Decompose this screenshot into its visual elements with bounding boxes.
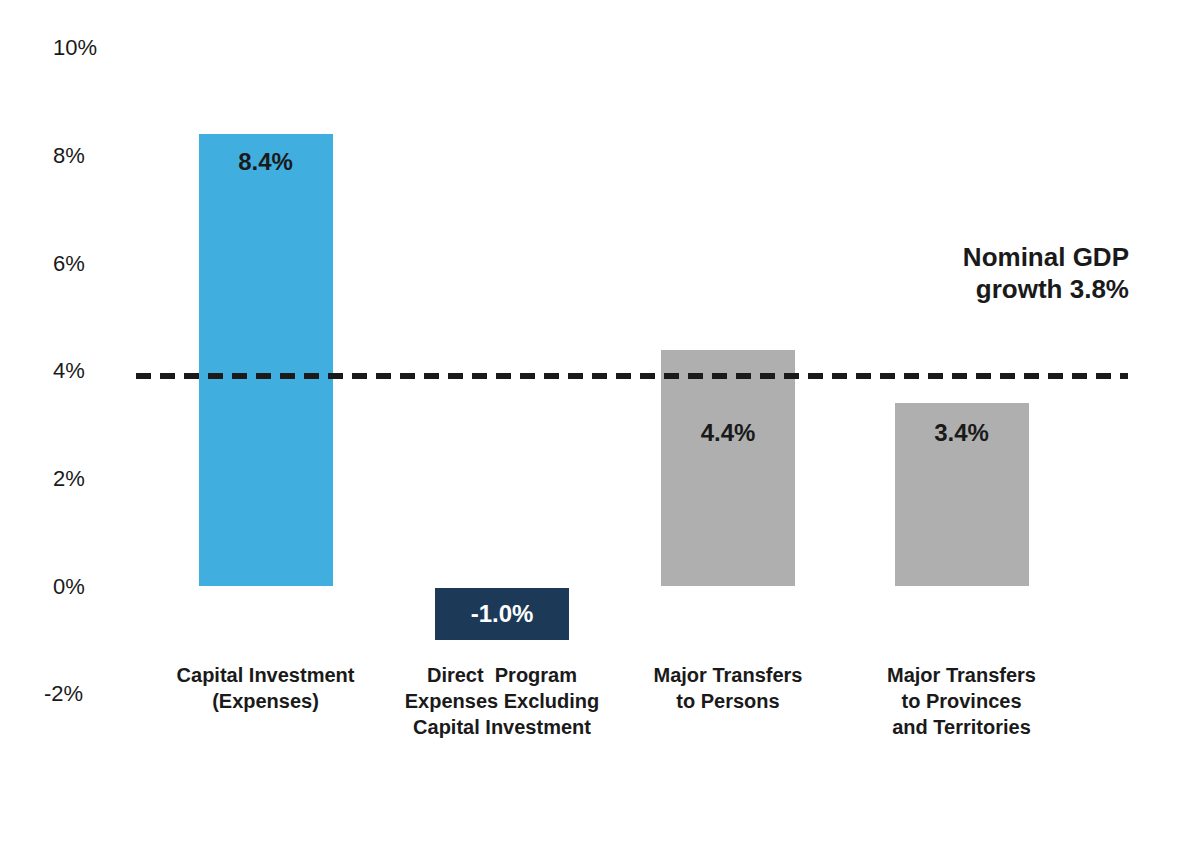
- bar-value-label: 8.4%: [238, 148, 293, 176]
- y-axis-tick-10: 10%: [53, 37, 97, 59]
- y-axis-tick-2: 2%: [53, 468, 85, 490]
- category-label-transfers-persons: Major Transfers to Persons: [654, 662, 803, 714]
- bar-value-label: -1.0%: [471, 600, 534, 628]
- y-axis-tick-neg2: -2%: [44, 683, 83, 705]
- y-axis-tick-4: 4%: [53, 360, 85, 382]
- reference-line-annotation: Nominal GDP growth 3.8%: [963, 241, 1129, 305]
- nominal-gdp-reference-dashed-line: [136, 373, 1128, 379]
- y-axis-tick-0: 0%: [53, 576, 85, 598]
- y-axis-tick-6: 6%: [53, 253, 85, 275]
- category-label-capital-investment: Capital Investment (Expenses): [177, 662, 355, 714]
- bar-chart: 10% 8% 6% 4% 2% 0% -2% Nominal GDP growt…: [0, 0, 1200, 842]
- bar-capital-investment: [199, 134, 333, 586]
- y-axis-tick-8: 8%: [53, 145, 85, 167]
- category-label-transfers-provinces: Major Transfers to Provinces and Territo…: [887, 662, 1036, 740]
- bar-value-label: 3.4%: [934, 419, 989, 447]
- bar-value-label: 4.4%: [701, 419, 756, 447]
- bar-major-transfers-persons: [661, 350, 795, 586]
- category-label-direct-program: Direct Program Expenses Excluding Capita…: [405, 662, 600, 740]
